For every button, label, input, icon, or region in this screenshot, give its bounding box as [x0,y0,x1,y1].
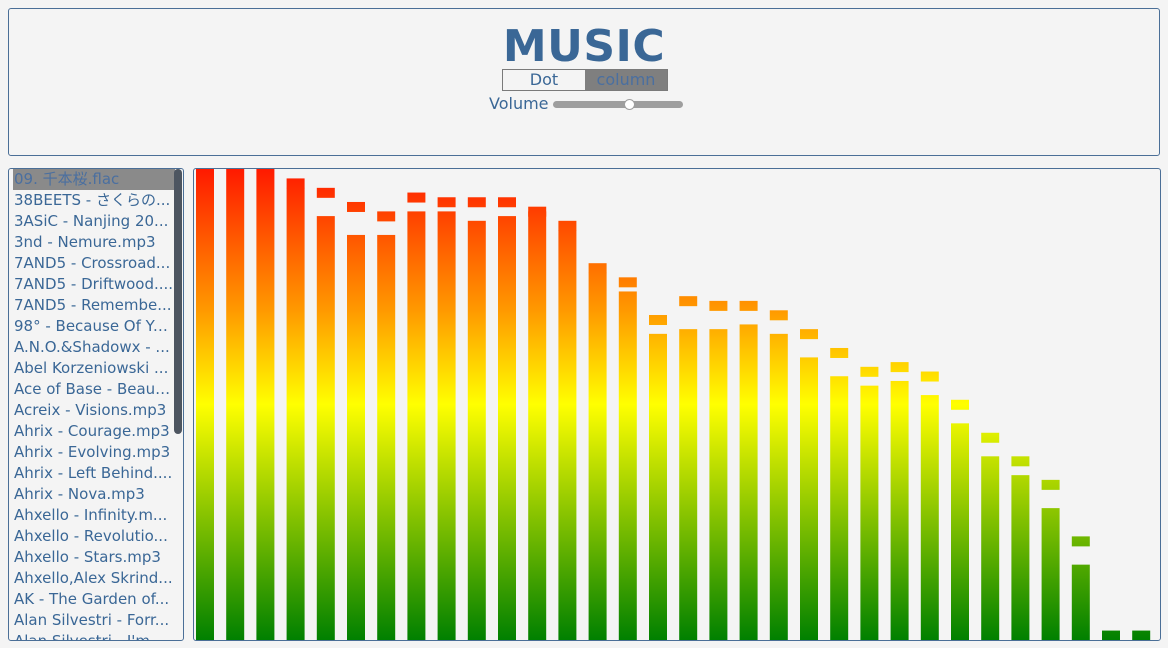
spectrum-peak [1011,456,1030,467]
playlist-item[interactable]: Ahxello - Stars.mp3 [14,548,161,566]
spectrum-bar [709,329,728,640]
playlist-item[interactable]: AK - The Garden of... [14,590,170,608]
spectrum-bar [981,456,1000,640]
playlist-scrollbar[interactable] [174,169,182,640]
spectrum-peak [467,197,486,208]
volume-control: Volume [489,94,683,114]
spectrum-peak [920,371,939,382]
volume-label: Volume [489,94,549,113]
volume-slider[interactable] [552,98,683,110]
spectrum-peak [588,263,607,274]
playlist-item[interactable]: 7AND5 - Remembe... [14,296,172,314]
playlist-item[interactable]: 3ASiC - Nanjing 20... [14,212,169,230]
spectrum-peak [618,277,637,288]
playlist-item[interactable]: Ahrix - Courage.mp3 [14,422,170,440]
playlist-item[interactable]: Ahrix - Left Behind.... [14,464,173,482]
playlist-item[interactable]: Ahrix - Evolving.mp3 [14,443,171,461]
spectrum-peak [316,187,335,198]
spectrum-peak [498,197,516,208]
spectrum-bar [1011,475,1030,640]
playlist-item[interactable]: Ahrix - Nova.mp3 [14,485,145,503]
playlist-item[interactable]: 09. 千本桜.flac [13,169,175,190]
spectrum-bar [1102,630,1120,640]
spectrum-bar [800,357,818,640]
mode-dot-button[interactable]: Dot [529,70,559,89]
spectrum-peak [528,206,547,217]
spectrum-bar [588,272,607,640]
spectrum-bar [1132,630,1151,640]
spectrum-peak [709,300,728,311]
spectrum-bar [286,187,305,640]
spectrum-bar [920,395,939,640]
track-list: 09. 千本桜.flac 38BEETS - さくらの... 3ASiC - Nan… [13,169,175,641]
spectrum-peak [437,197,456,208]
playlist-item[interactable]: 38BEETS - さくらの... [14,191,171,209]
spectrum-peak [800,329,818,340]
spectrum-bar [769,333,788,640]
spectrum-bar [649,333,667,640]
page-title: MUSIC [502,21,666,72]
spectrum-bar [528,211,547,640]
spectrum-peak [739,300,758,311]
spectrum-peak [860,366,879,377]
spectrum-bar [437,211,456,640]
spectrum-peak [286,178,305,189]
spectrum-peak [347,201,365,212]
mode-column-button[interactable]: column [585,70,667,90]
spectrum-peak [890,362,909,373]
playlist-item[interactable]: 98° - Because Of Yo... [14,317,175,335]
spectrum-bar [679,329,698,640]
header-panel: MUSIC Dot column Volume [8,8,1160,156]
playlist-panel: 09. 千本桜.flac 38BEETS - さくらの... 3ASiC - Nan… [8,168,184,641]
playlist-item[interactable]: Ahxello - Revolutio... [14,527,168,545]
playlist-item[interactable]: 7AND5 - Crossroad... [14,254,171,272]
spectrum-bar [830,376,849,640]
spectrum-bar [1041,508,1060,640]
playlist-item[interactable]: A.N.O.&Shadowx - ... [14,338,170,356]
spectrum-bar [618,291,637,640]
playlist-scrollbar-thumb[interactable] [174,169,182,434]
spectrum-peak [951,399,969,410]
spectrum-bar [1071,564,1090,640]
spectrum-peak [1041,479,1060,490]
playlist-item[interactable]: Acreix - Visions.mp3 [14,401,167,419]
spectrum-bar [347,234,365,640]
spectrum-bar [316,216,335,640]
spectrum-bar [226,169,245,640]
spectrum-peak [649,315,667,326]
playlist-item[interactable]: Alan Silvestri - Forr... [14,611,170,629]
spectrum-peak [981,432,1000,443]
spectrum-peak [377,211,396,222]
playlist-item[interactable]: Alan Silvestri - I'm F... [14,632,175,641]
spectrum-bar [256,169,275,640]
spectrum-bar [467,220,486,640]
spectrum-peak [830,347,849,358]
spectrum-bar [890,380,909,640]
mode-switch: Dot column [502,69,668,91]
spectrum-peak [1071,536,1090,547]
volume-slider-thumb[interactable] [623,98,635,110]
spectrum-bar [407,211,426,640]
spectrum-chart [196,169,1151,640]
spectrum-peak [679,296,698,307]
spectrum-bar [951,423,969,640]
playlist-item[interactable]: 7AND5 - Driftwood.... [14,275,174,293]
playlist-item[interactable]: Ace of Base - Beaut... [14,380,175,398]
playlist-item[interactable]: Ahxello,Alex Skrind... [14,569,173,587]
playlist-item[interactable]: 3nd - Nemure.mp3 [14,233,156,251]
spectrum-bar [558,230,577,640]
spectrum-peak [558,220,577,231]
spectrum-bar [377,234,396,640]
spectrum-peak [407,192,426,203]
spectrum-bar [739,324,758,640]
spectrum-bar [498,216,516,640]
spectrum-visualizer [193,168,1161,641]
spectrum-bar [196,169,214,640]
spectrum-peak [769,310,788,321]
playlist-item[interactable]: Abel Korzeniowski ... [14,359,169,377]
spectrum-bar [860,385,879,640]
playlist-item[interactable]: Ahxello - Infinity.m... [14,506,168,524]
